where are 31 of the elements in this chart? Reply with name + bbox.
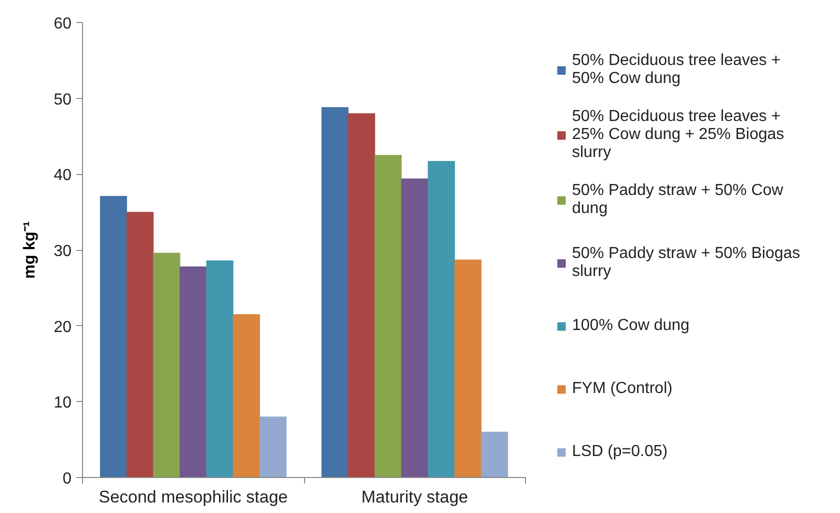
- y-tick-label: 20: [54, 318, 72, 336]
- bar: [100, 196, 128, 478]
- y-tick-label: 50: [54, 91, 72, 108]
- legend-label: 50% Paddy straw + 50% Cow dung: [572, 181, 784, 219]
- bar: [180, 266, 207, 478]
- bar: [428, 161, 455, 478]
- bar: [321, 107, 349, 478]
- legend-label: FYM (Control): [572, 379, 672, 399]
- y-tick-label: 60: [54, 16, 72, 32]
- bar: [480, 432, 508, 478]
- bar: [259, 416, 287, 478]
- y-axis-title: mg kg⁻¹: [22, 221, 39, 279]
- y-tick-label: 0: [62, 470, 72, 488]
- legend-label: 50% Paddy straw + 50% Biogas slurry: [572, 244, 800, 282]
- bar: [454, 260, 482, 478]
- y-tick-label: 10: [54, 394, 72, 412]
- bar: [232, 314, 260, 478]
- x-tick-label: Second mesophilic stage: [98, 488, 288, 506]
- bar: [153, 252, 180, 478]
- bar: [401, 178, 428, 478]
- bar: [374, 154, 402, 478]
- legend-label: 50% Deciduous tree leaves + 25% Cow dung + 25% Biogas slurry: [572, 108, 784, 162]
- y-tick-label: 40: [54, 167, 72, 184]
- x-tick-label: Maturity stage: [361, 488, 468, 506]
- bar: [348, 113, 376, 478]
- legend-label: 50% Deciduous tree leaves + 50% Cow dung: [572, 51, 781, 89]
- bar: [126, 212, 154, 478]
- bar: [206, 260, 234, 478]
- legend-label: 100% Cow dung: [572, 316, 690, 336]
- y-tick-label: 30: [54, 243, 72, 260]
- legend-label: LSD (p=0.05): [572, 442, 668, 462]
